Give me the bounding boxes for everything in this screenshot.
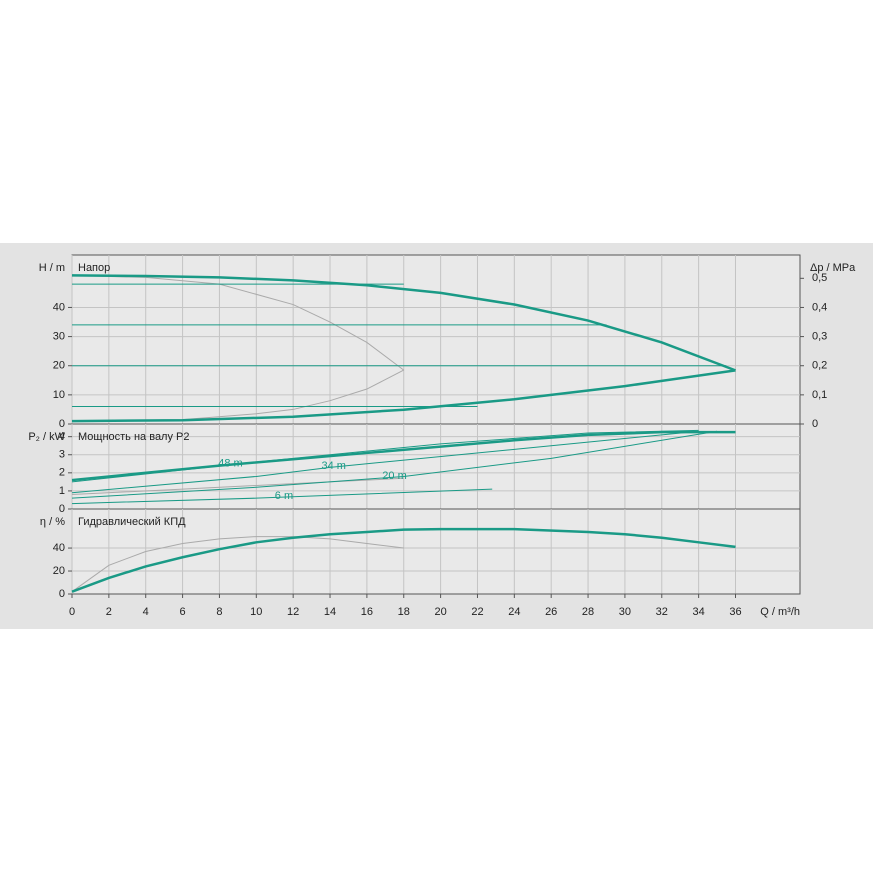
x-tick-label: 8 [216, 606, 222, 618]
x-tick-label: 22 [471, 606, 483, 618]
y-tick-label: 30 [53, 330, 65, 342]
y2-tick-label: 0,3 [812, 330, 827, 342]
x-axis-label: Q / m³/h [760, 606, 800, 618]
x-tick-label: 20 [434, 606, 446, 618]
series-line [71, 430, 718, 499]
y2-tick-label: 0,1 [812, 389, 827, 401]
y-tick-label: 10 [53, 389, 65, 401]
x-tick-label: 24 [508, 606, 520, 618]
y2-tick-label: 0 [812, 418, 818, 430]
x-tick-label: 28 [582, 606, 594, 618]
y-axis-label: H / m [39, 262, 65, 274]
x-tick-label: 6 [180, 606, 186, 618]
y-axis-label: P₂ / kW [28, 431, 65, 443]
x-tick-label: 36 [729, 606, 741, 618]
y-tick-label: 0 [59, 588, 65, 600]
y-tick-label: 3 [59, 449, 65, 461]
series-line [71, 274, 736, 372]
x-tick-label: 14 [324, 606, 336, 618]
y-tick-label: 20 [53, 565, 65, 577]
curve-label: 6 m [275, 490, 293, 502]
x-tick-label: 30 [619, 606, 631, 618]
x-tick-label: 32 [656, 606, 668, 618]
y-tick-label: 0 [59, 503, 65, 515]
y2-tick-label: 0,4 [812, 301, 827, 313]
x-tick-label: 34 [693, 606, 705, 618]
x-tick-label: 4 [143, 606, 149, 618]
y-tick-label: 40 [53, 542, 65, 554]
series-line [71, 430, 736, 482]
x-tick-label: 0 [69, 606, 75, 618]
x-tick-label: 10 [250, 606, 262, 618]
x-tick-label: 12 [287, 606, 299, 618]
y2-tick-label: 0,2 [812, 360, 827, 372]
x-tick-label: 18 [398, 606, 410, 618]
panel-title: Напор [78, 262, 110, 274]
series-line [71, 488, 493, 505]
series-line [71, 369, 736, 423]
y-tick-label: 1 [59, 485, 65, 497]
series-line [71, 430, 699, 494]
panel-title: Мощность на валу P2 [78, 431, 190, 443]
y-tick-label: 2 [59, 467, 65, 479]
series-line [71, 536, 404, 593]
y-tick-label: 20 [53, 360, 65, 372]
curve-label: 34 m [321, 460, 345, 472]
y-axis-label: η / % [40, 516, 65, 528]
x-tick-label: 2 [106, 606, 112, 618]
curve-label: 20 m [382, 470, 406, 482]
x-tick-label: 16 [361, 606, 373, 618]
x-tick-label: 26 [545, 606, 557, 618]
y-tick-label: 4 [59, 431, 65, 443]
y-tick-label: 0 [59, 418, 65, 430]
y-tick-label: 40 [53, 301, 65, 313]
series-line [71, 527, 736, 593]
series-line [71, 274, 405, 371]
y2-tick-label: 0,5 [812, 272, 827, 284]
y2-axis-label: Δp / MPa [810, 262, 856, 274]
panel-title: Гидравлический КПД [78, 516, 186, 528]
